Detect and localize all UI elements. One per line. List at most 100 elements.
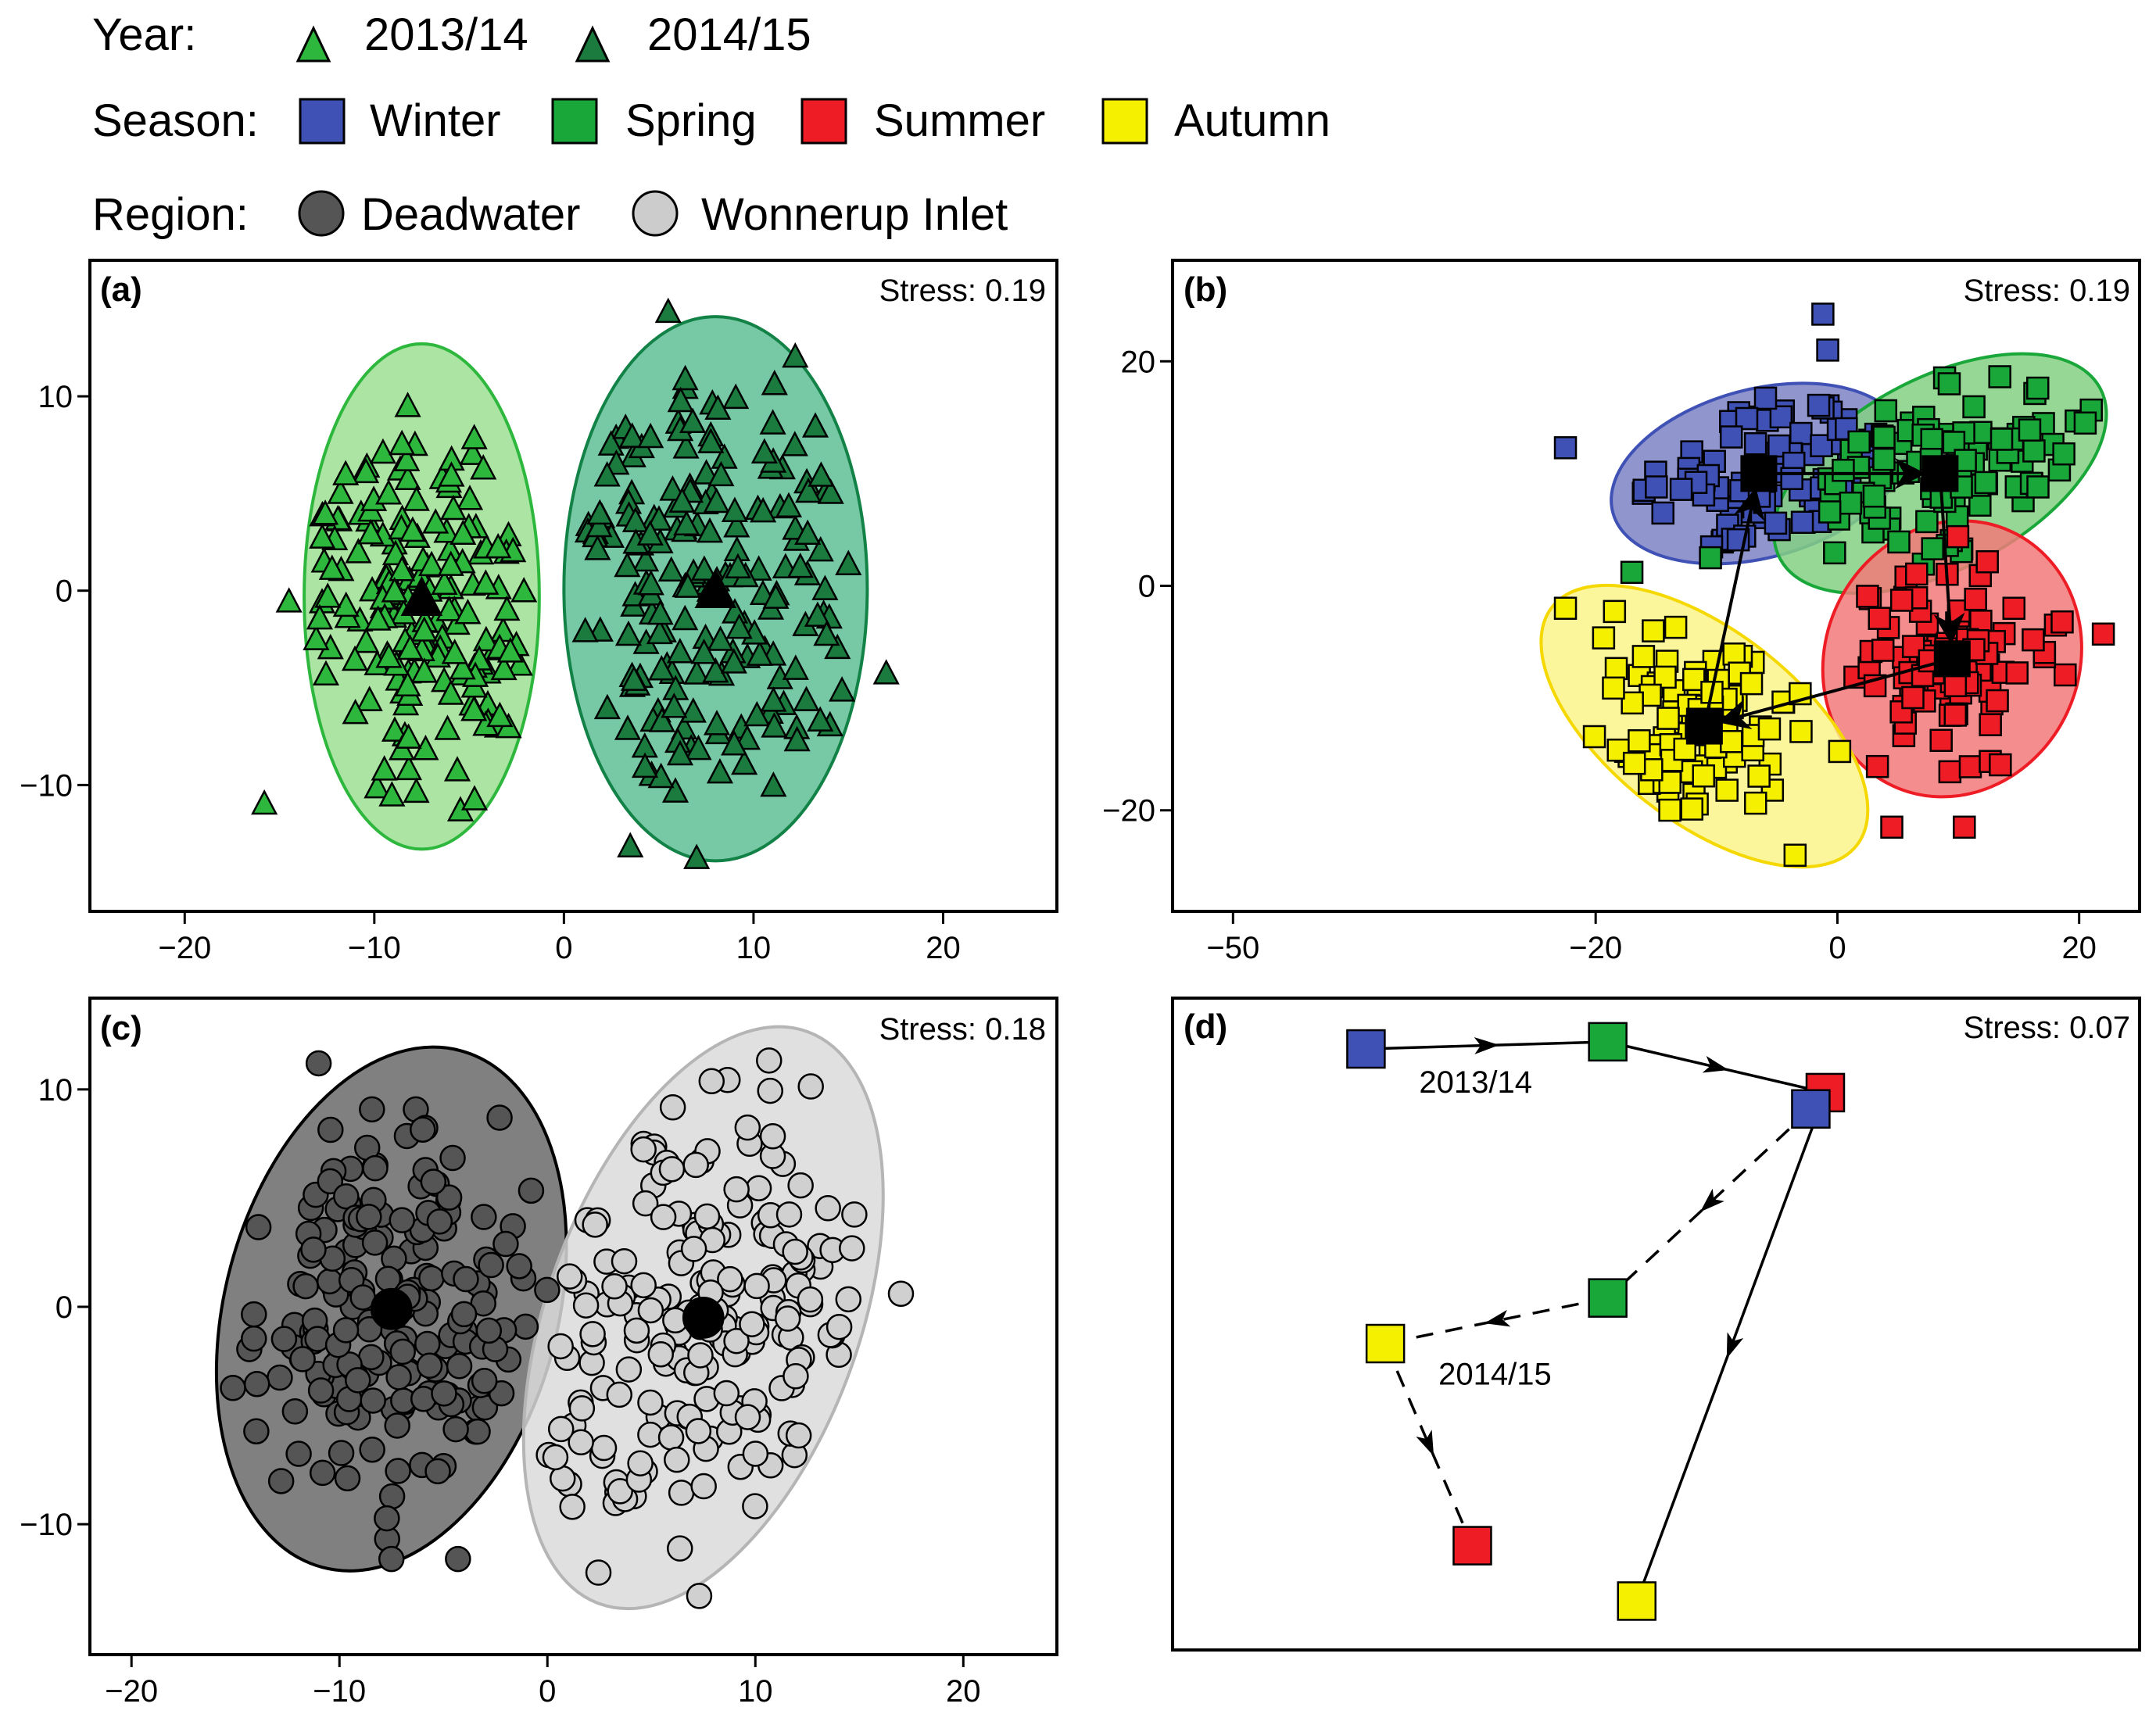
panel-a-point-2014-15 [781, 431, 808, 456]
panel-d-direction-arrow [1702, 1056, 1729, 1073]
panel-b-xtick-label: −50 [1206, 931, 1259, 965]
panel-b-point-spring [1699, 546, 1722, 570]
panel-c-point-deadwater [361, 1229, 389, 1256]
panel-c-point-deadwater [267, 1364, 293, 1391]
panel-c-point-wonnerup-inlet [572, 1292, 600, 1319]
panel-a-point-2013-14 [341, 645, 369, 671]
panel-c-point-wonnerup-inlet [687, 1342, 714, 1369]
panel-a-point-2014-15 [723, 512, 750, 538]
panel-c-point-deadwater [300, 1236, 327, 1263]
panel-a-point-2013-14 [371, 755, 398, 781]
panel-c-point-deadwater [471, 1204, 497, 1230]
panel-c-point-wonnerup-inlet [623, 1317, 650, 1344]
panel-c-point-wonnerup-inlet [668, 1480, 695, 1506]
panel-c-point-deadwater [281, 1398, 309, 1425]
panel-c-point-wonnerup-inlet [547, 1415, 575, 1443]
panel-b-point-spring [1920, 428, 1943, 452]
panel-a-point-2014-15 [743, 700, 771, 727]
panel-c-point-wonnerup-inlet [775, 1201, 803, 1228]
panel-a-xtick-label: 10 [736, 931, 772, 965]
panel-c-point-wonnerup-inlet [774, 1305, 801, 1332]
panel-b-trajectory-arrow [1717, 657, 1953, 730]
panel-c-point-wonnerup-inlet [839, 1235, 865, 1262]
panel-b-point-spring [1620, 560, 1644, 585]
panel-a-point-2014-15 [597, 430, 625, 456]
panel-a-point-2013-14 [345, 538, 372, 564]
panel-a-point-2014-15 [706, 757, 734, 784]
panel-b-centroid-winter [1740, 455, 1778, 492]
panel-a-point-2013-14 [449, 519, 477, 546]
panel-c-point-deadwater [328, 1440, 355, 1466]
panel-a-point-2013-14 [394, 464, 421, 491]
panel-a-point-2014-15 [645, 505, 673, 531]
panel-c-point-wonnerup-inlet [568, 1395, 596, 1422]
panel-c-point-deadwater [450, 1301, 478, 1328]
panel-b-stress: Stress: 0.19 [1964, 274, 2130, 308]
panel-a-point-2014-15 [746, 640, 773, 666]
panel-b-point-autumn [1604, 657, 1628, 681]
panel-a-point-2014-15 [760, 686, 787, 712]
panel-c-ytick-label: 0 [56, 1290, 73, 1325]
panel-b-centroid-summer [1933, 640, 1971, 678]
panel-c-point-wonnerup-inlet [742, 1440, 769, 1467]
panel-a-point-2014-15 [750, 496, 777, 523]
panel-d-point-2014-15-spring [1588, 1278, 1628, 1318]
panel-a-point-2013-14 [506, 650, 533, 676]
panel-a-point-2013-14 [378, 781, 406, 807]
panel-a-point-2013-14 [456, 485, 484, 510]
panel-a-point-2014-15 [679, 697, 707, 723]
panel-c-point-wonnerup-inlet [797, 1073, 824, 1100]
panel-c-point-deadwater [445, 1545, 471, 1573]
panel-a-point-2014-15 [720, 648, 747, 674]
panel-b-point-winter [1553, 436, 1578, 460]
panel-a-ticks: −20 −10 0 10 20 −10 0 10 [20, 380, 961, 965]
panel-d-direction-arrow [1416, 1430, 1434, 1456]
panel-b-point-autumn [1622, 751, 1646, 775]
panel-b-point-summer [2050, 610, 2074, 634]
panel-c-label: (c) [100, 1009, 142, 1047]
panel-b-point-spring [1818, 500, 1842, 524]
panel-c-point-wonnerup-inlet [841, 1201, 868, 1228]
panel-a-point-2014-15 [835, 549, 862, 575]
panel-b-point-summer [1953, 815, 1976, 839]
panel-b-point-spring [1872, 447, 1896, 471]
panel-b-point-autumn [1631, 645, 1656, 668]
panel-c-point-deadwater [446, 1353, 473, 1380]
panel-a-point-2014-15 [666, 638, 693, 664]
panel-a-point-2014-15 [657, 556, 685, 582]
panel-b-point-autumn [1680, 797, 1703, 821]
panel-a-centroid-2013-14 [400, 575, 443, 616]
panel-b-point-winter [1790, 510, 1814, 535]
panel-c-point-deadwater [442, 1415, 469, 1443]
panel-b-point-winter [1669, 478, 1693, 501]
legend-region-title: Region: [92, 189, 249, 240]
panel-d-frame [1171, 997, 2141, 1652]
panel-b-point-summer [2005, 661, 2029, 685]
panel-b-point-autumn [1553, 596, 1578, 620]
panel-c-point-wonnerup-inlet [615, 1356, 643, 1383]
panel-b-point-autumn [1719, 730, 1743, 753]
panel-a-point-2014-15 [808, 461, 835, 487]
panel-a-point-2013-14 [435, 596, 463, 621]
panel-c-point-deadwater [431, 1380, 457, 1407]
panel-c-point-deadwater [486, 1104, 513, 1131]
panel-a-point-2014-15 [811, 574, 839, 600]
panel-c-point-wonnerup-inlet [686, 1583, 713, 1609]
panel-c-point-deadwater [333, 1183, 360, 1210]
legend-region-wonnerup-label: Wonnerup Inlet [701, 189, 1008, 240]
panel-a-point-2013-14 [410, 657, 438, 683]
legend-year-row: Year: 2013/14 2014/15 [92, 9, 811, 63]
panel-a-point-2014-15 [829, 676, 856, 702]
panel-c-point-deadwater [389, 1207, 415, 1233]
panel-c-point-deadwater [243, 1418, 270, 1444]
panel-c-point-deadwater [334, 1465, 361, 1492]
panel-c-point-wonnerup-inlet [723, 1176, 750, 1203]
panel-b-point-summer [1905, 562, 1929, 586]
panel-a-ytick-label: 10 [38, 380, 73, 414]
panel-b-point-summer [2054, 663, 2077, 687]
panel-c-point-deadwater [518, 1177, 545, 1204]
panel-c-point-wonnerup-inlet [647, 1340, 675, 1368]
panel-b-point-spring [1921, 537, 1944, 560]
panel-c-point-deadwater [267, 1468, 295, 1494]
panel-d-point-2014-15-winter [1791, 1089, 1831, 1129]
